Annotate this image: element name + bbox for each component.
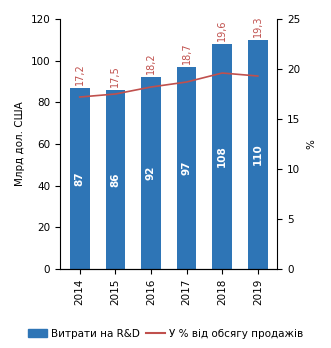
Bar	[177, 67, 196, 269]
Y-axis label: %: %	[306, 139, 316, 149]
Y-axis label: Млрд дол. США: Млрд дол. США	[15, 102, 25, 187]
Text: 18,7: 18,7	[182, 42, 192, 64]
Text: 92: 92	[146, 166, 156, 180]
Bar	[70, 88, 89, 269]
Text: 97: 97	[182, 161, 192, 175]
Text: 19,3: 19,3	[253, 15, 263, 37]
Text: 108: 108	[217, 146, 227, 167]
Text: 17,2: 17,2	[75, 63, 85, 85]
Text: 18,2: 18,2	[146, 53, 156, 74]
Legend: Витрати на R&D, У % від обсягу продажів: Витрати на R&D, У % від обсягу продажів	[24, 324, 307, 343]
Bar	[213, 44, 232, 269]
Bar	[141, 77, 161, 269]
Text: 17,5: 17,5	[110, 65, 120, 87]
Text: 19,6: 19,6	[217, 19, 227, 41]
Text: 86: 86	[110, 172, 120, 187]
Bar	[106, 90, 125, 269]
Bar	[248, 40, 267, 269]
Text: 110: 110	[253, 144, 263, 165]
Text: 87: 87	[75, 171, 85, 186]
